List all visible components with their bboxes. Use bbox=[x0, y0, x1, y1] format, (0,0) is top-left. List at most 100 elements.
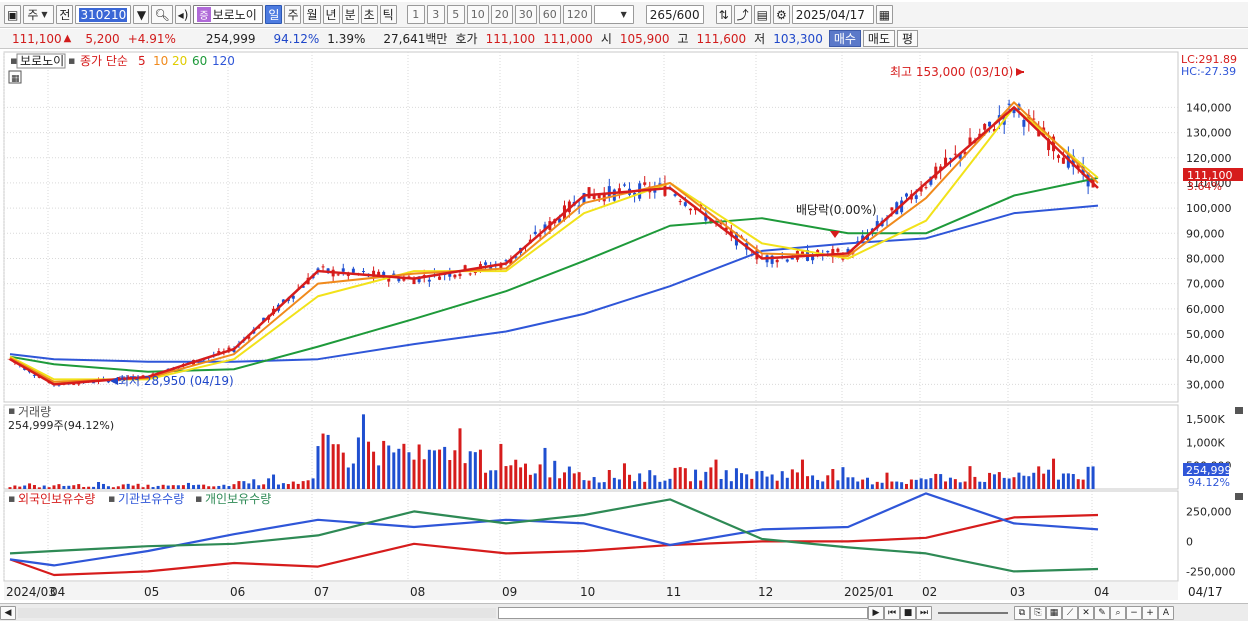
volume-bar bbox=[729, 481, 733, 489]
tab-period-month[interactable]: 월 bbox=[303, 5, 321, 24]
volume-value-text: 254,999주(94.12%) bbox=[8, 419, 114, 432]
candle-body bbox=[92, 382, 96, 384]
zoom-out-icon[interactable]: − bbox=[1126, 605, 1142, 620]
draw-icon[interactable]: ✎ bbox=[1094, 605, 1110, 620]
candle-body bbox=[227, 347, 231, 351]
save-icon[interactable]: ▤ bbox=[753, 5, 771, 24]
table-icon[interactable]: ▦ bbox=[1046, 605, 1062, 620]
x-axis-label: 2025/01 bbox=[844, 585, 894, 599]
candle-body bbox=[453, 274, 457, 278]
volume-bar bbox=[567, 466, 571, 489]
interval-3[interactable]: 3 bbox=[426, 5, 445, 24]
volume-close-icon[interactable] bbox=[1235, 407, 1243, 414]
tab-period-second[interactable]: 초 bbox=[360, 5, 378, 24]
interval-10[interactable]: 10 bbox=[466, 5, 489, 24]
stock-tag-box[interactable] bbox=[16, 53, 66, 69]
search-icon[interactable]: ⌕ bbox=[1110, 605, 1126, 620]
candle-body bbox=[407, 276, 411, 278]
volume-bar bbox=[750, 478, 754, 489]
volume-bar bbox=[978, 481, 982, 489]
zoom-in-icon[interactable]: + bbox=[1142, 605, 1158, 620]
candle-body bbox=[438, 276, 442, 280]
volume-bar bbox=[372, 451, 376, 489]
moving-averages bbox=[9, 101, 1099, 386]
average-button[interactable]: 평 bbox=[897, 30, 919, 47]
font-size-icon[interactable]: A bbox=[1158, 605, 1174, 620]
volume-bar bbox=[186, 482, 190, 489]
low-annotation: 최저 28,950 (04/19) bbox=[118, 374, 234, 388]
holding-line bbox=[9, 492, 1099, 567]
buy-button[interactable]: 매수 bbox=[828, 30, 861, 47]
search-icon[interactable]: 🔍︎ bbox=[151, 5, 173, 24]
scroll-track[interactable] bbox=[18, 607, 496, 618]
scroll-right-icon[interactable]: ▶ bbox=[868, 605, 884, 620]
calendar-icon[interactable]: ▦ bbox=[875, 5, 894, 24]
volume-bar bbox=[643, 481, 647, 489]
stop-icon[interactable]: ■ bbox=[900, 605, 916, 620]
candle-body bbox=[247, 336, 251, 339]
period-type-select[interactable]: 주 ▼ bbox=[23, 5, 55, 24]
volume-bar bbox=[62, 485, 66, 489]
volume-bar bbox=[432, 450, 436, 489]
x-axis-bar bbox=[4, 582, 1178, 600]
volume-bar bbox=[346, 467, 350, 489]
interval-custom-select[interactable]: ▼ bbox=[593, 5, 634, 24]
volume-bar bbox=[13, 485, 17, 489]
zoom-slider[interactable] bbox=[938, 611, 1008, 614]
stock-name-field[interactable]: 증 보로노이 bbox=[193, 5, 264, 24]
volume-bar bbox=[23, 485, 27, 489]
volume-bar bbox=[919, 478, 923, 489]
cross-icon[interactable]: ✕ bbox=[1078, 605, 1094, 620]
indicator-icon[interactable]: ⤴ bbox=[733, 5, 752, 24]
candle-body bbox=[983, 123, 987, 130]
speaker-icon[interactable]: ◂) bbox=[174, 5, 192, 24]
scroll-thumb[interactable] bbox=[498, 606, 868, 619]
ma-title: 종가 단순 bbox=[80, 54, 128, 68]
interval-20[interactable]: 20 bbox=[490, 5, 513, 24]
interval-1[interactable]: 1 bbox=[406, 5, 425, 24]
sell-button[interactable]: 매도 bbox=[862, 30, 896, 47]
gear-icon[interactable]: ⚙ bbox=[773, 5, 790, 24]
volume-bar bbox=[688, 481, 692, 489]
volume-bar bbox=[222, 484, 226, 489]
volume-bar bbox=[895, 481, 899, 489]
tab-period-day[interactable]: 일 bbox=[265, 5, 283, 24]
calculator-icon[interactable] bbox=[8, 70, 22, 84]
tab-period-minute[interactable]: 분 bbox=[341, 5, 359, 24]
interval-30[interactable]: 30 bbox=[514, 5, 537, 24]
stock-code-input[interactable]: 310210 bbox=[75, 5, 132, 24]
x-axis-label: 02 bbox=[922, 585, 937, 599]
candle-body bbox=[1047, 139, 1051, 151]
window-icon[interactable]: ▣ bbox=[4, 5, 22, 24]
open-label: 시 bbox=[600, 32, 612, 46]
layout-icon[interactable]: ⧉ bbox=[1014, 605, 1030, 620]
tab-period-tick[interactable]: 틱 bbox=[379, 5, 397, 24]
candle-body bbox=[831, 249, 835, 258]
last-page-icon[interactable]: ⏭ bbox=[916, 605, 932, 620]
candle-body bbox=[1056, 155, 1060, 159]
chart-tools-icon[interactable]: ⇅ bbox=[715, 5, 732, 24]
interval-5[interactable]: 5 bbox=[446, 5, 465, 24]
copy-icon[interactable]: ⎘ bbox=[1030, 605, 1046, 620]
interval-120[interactable]: 120 bbox=[562, 5, 592, 24]
prev-button[interactable]: 전 bbox=[56, 5, 74, 24]
chart-area[interactable]: ▪ 보로노이 ▪ 종가 단순 5 10 20 60 120 ▦ 최고 153,0… bbox=[0, 50, 1248, 604]
tab-period-week[interactable]: 주 bbox=[284, 5, 302, 24]
candle-body bbox=[72, 384, 76, 386]
volume-bar bbox=[1056, 479, 1060, 489]
interval-60[interactable]: 60 bbox=[538, 5, 561, 24]
volume-bar bbox=[1061, 473, 1065, 489]
tab-period-year[interactable]: 년 bbox=[322, 5, 340, 24]
first-page-icon[interactable]: ⏮ bbox=[884, 605, 900, 620]
volume-bar bbox=[341, 452, 345, 489]
bar-count-field[interactable]: 265/600 bbox=[645, 5, 704, 24]
code-dropdown-button[interactable]: ▼ bbox=[133, 5, 150, 24]
holding-close-icon[interactable] bbox=[1235, 493, 1243, 500]
candle-body bbox=[663, 183, 667, 196]
scroll-left-icon[interactable]: ◀ bbox=[0, 605, 16, 620]
line-draw-icon[interactable]: ⟋ bbox=[1062, 605, 1078, 620]
candle-body bbox=[484, 262, 488, 265]
series-foreign-label: 외국인보유수량 bbox=[18, 492, 95, 506]
volume-bar bbox=[709, 467, 713, 489]
date-field[interactable]: 2025/04/17 bbox=[791, 5, 874, 24]
